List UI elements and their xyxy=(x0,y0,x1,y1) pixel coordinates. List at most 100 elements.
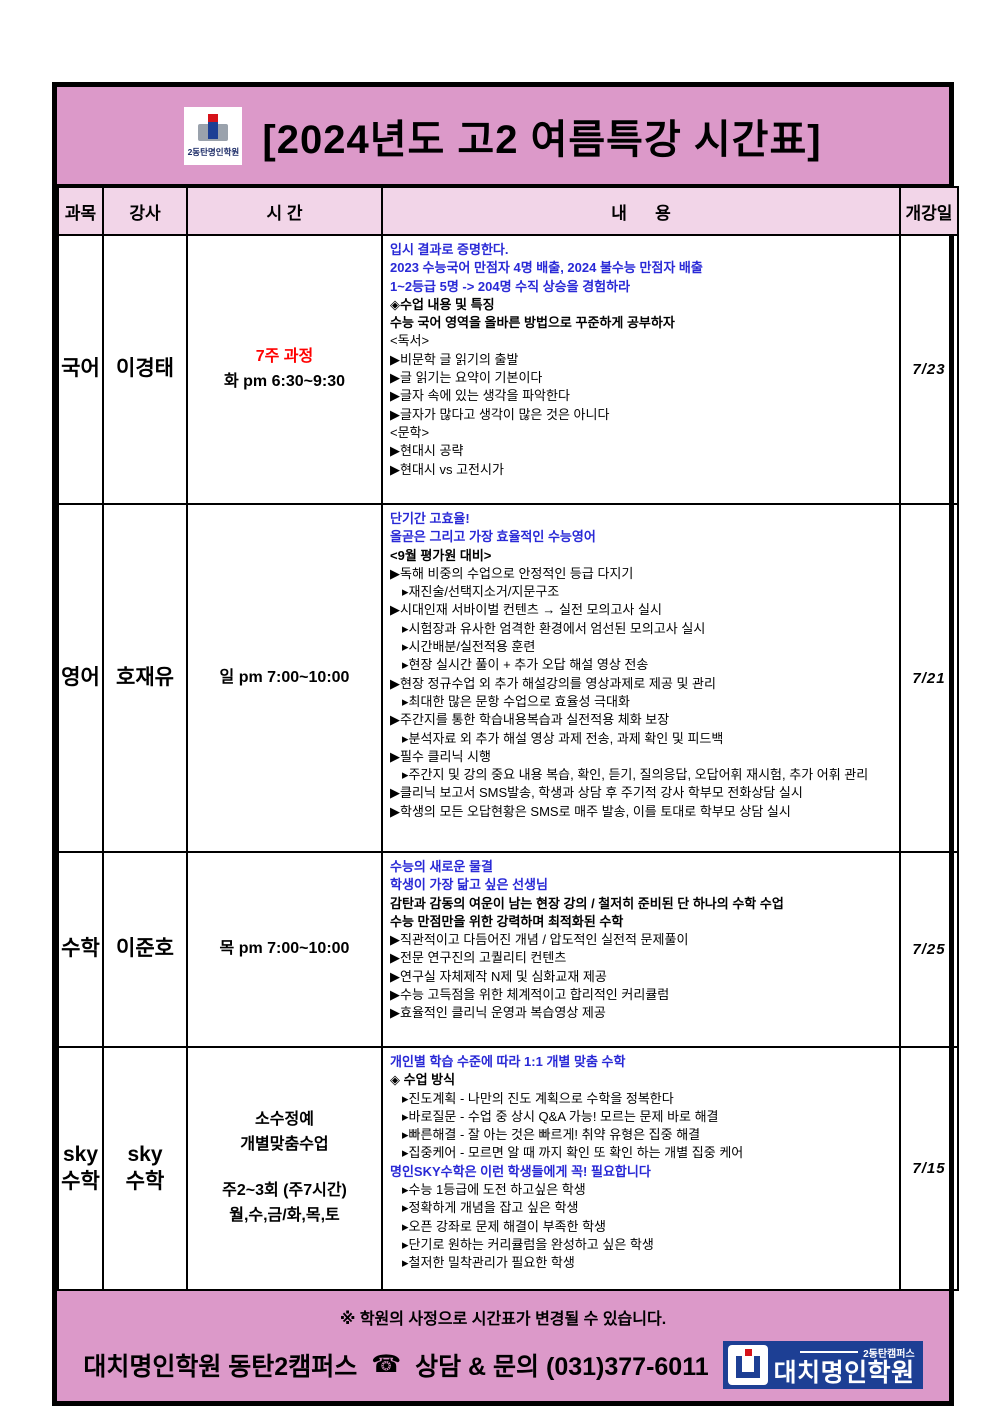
content-line: 2023 수능국어 만점자 4명 배출, 2024 불수능 만점자 배출 xyxy=(390,260,703,276)
content-line: ▶직관적이고 다듬어진 개념 / 압도적인 실전적 문제풀이 xyxy=(390,932,689,948)
content-line: 감탄과 감동의 여운이 남는 현장 강의 / 철저히 준비된 단 하나의 수학 … xyxy=(390,895,784,911)
content-line: 수능 만점만을 위한 강력하며 최적화된 수학 xyxy=(390,913,624,929)
timetable-sheet: 2동탄명인학원 [2024년도 고2 여름특강 시간표] 과목 강사 시 간 내… xyxy=(52,82,959,1406)
content-line: ▶글자 속에 있는 생각을 파악한다 xyxy=(390,388,570,404)
column-header-startdate: 개강일 xyxy=(899,186,959,236)
academy-logo: 2동탄명인학원 xyxy=(184,106,243,165)
content-line: 단기간 고효율! xyxy=(390,511,470,526)
content-line: ▸최대한 많은 문항 수업으로 효율성 극대화 xyxy=(402,693,630,709)
content-line: ▸빠른해결 - 잘 아는 것은 빠르게! 취약 유형은 집중 해결 xyxy=(402,1127,701,1143)
footer-band: ※ 학원의 사정으로 시간표가 변경될 수 있습니다. 대치명인학원 동탄2캠퍼… xyxy=(57,1291,949,1401)
content-line: ▸시험장과 유사한 엄격한 환경에서 엄선된 모의고사 실시 xyxy=(402,620,706,636)
content-line: ▶현대시 공략 xyxy=(390,443,464,459)
table-row: sky 수학 sky 수학 소수정예 개별맞춤수업 주2~3회 (주7시간) 월,수,금/… xyxy=(57,1046,959,1291)
content-line: 입시 결과로 증명한다. xyxy=(390,242,509,257)
content-line: ▶효율적인 클리닉 운영과 복습영상 제공 xyxy=(390,1005,606,1021)
content-line: ◈수업 내용 및 특징 xyxy=(390,296,495,312)
subject-cell: 영어 xyxy=(57,503,104,853)
content-line: ▶필수 클리닉 시행 xyxy=(390,748,491,764)
content-line: ▶독해 비중의 수업으로 안정적인 등급 다지기 xyxy=(390,565,634,581)
content-line: 올곧은 그리고 가장 효율적인 수능영어 xyxy=(390,529,596,545)
subject-cell: sky 수학 xyxy=(57,1046,104,1291)
time-line: 일 pm 7:00~10:00 xyxy=(219,668,350,686)
content-line: ▶클리닉 보고서 SMS발송, 학생과 상담 후 주기적 강사 학부모 전화상담… xyxy=(390,785,803,801)
teacher-cell: 호재유 xyxy=(102,503,188,853)
content-line: ▶시대인재 서바이벌 컨텐츠 → 실전 모의고사 실시 xyxy=(390,602,662,618)
table-row: 국어 이경태 7주 과정 화 pm 6:30~9:30 입시 결과로 증명한다. 2023… xyxy=(57,234,959,505)
content-line: ▸오픈 강좌로 문제 해결이 부족한 학생 xyxy=(402,1218,606,1234)
footer-notice: ※ 학원의 사정으로 시간표가 변경될 수 있습니다. xyxy=(339,1311,667,1328)
subject-cell: 국어 xyxy=(57,234,104,505)
brand-campus: 2동탄캠퍼스 xyxy=(863,1348,915,1360)
contact-line: 대치명인학원 동탄2캠퍼스 ☎ 상담 & 문의 (031)377-6011 2동… xyxy=(67,1341,939,1389)
content-line: ▶연구실 자체제작 N제 및 심화교재 제공 xyxy=(390,968,607,984)
content-line: ◈ 수업 방식 xyxy=(390,1072,456,1088)
content-line: ▸바로질문 - 수업 중 상시 Q&A 가능! 모르는 문제 바로 해결 xyxy=(402,1108,719,1124)
subject-cell: 수학 xyxy=(57,851,104,1048)
content-line: ▶주간지를 통한 학습내용복습과 실전적용 체화 보장 xyxy=(390,712,670,728)
time-line: 소수정예 xyxy=(255,1111,314,1129)
column-header-subject: 과목 xyxy=(57,186,104,236)
content-cell: 입시 결과로 증명한다. 2023 수능국어 만점자 4명 배출, 2024 불수… xyxy=(381,234,901,505)
teacher-cell: sky 수학 xyxy=(102,1046,188,1291)
header-row: 과목 강사 시 간 내 용 개강일 xyxy=(57,186,959,236)
title-band: 2동탄명인학원 [2024년도 고2 여름특강 시간표] xyxy=(57,87,949,186)
content-line: ▶현장 정규수업 외 추가 해설강의를 영상과제로 제공 및 관리 xyxy=(390,675,716,691)
content-line: ▸분석자료 외 추가 해설 영상 과제 전송, 과제 확인 및 피드백 xyxy=(402,730,724,746)
brand-logo-icon xyxy=(727,1345,768,1385)
start-date-cell: 7/15 xyxy=(899,1046,959,1291)
timetable-body: 국어 이경태 7주 과정 화 pm 6:30~9:30 입시 결과로 증명한다. 2023… xyxy=(57,234,959,1291)
academy-logo-label: 2동탄명인학원 xyxy=(187,146,240,157)
content-line: 개인별 학습 수준에 따라 1:1 개별 맞춤 수학 xyxy=(390,1054,626,1069)
time-cell: 일 pm 7:00~10:00 xyxy=(186,503,383,853)
start-date-cell: 7/25 xyxy=(899,851,959,1048)
brand-logo: 2동탄캠퍼스 대치명인학원 xyxy=(722,1341,923,1389)
content-line: ▸단기로 원하는 커리큘럼을 완성하고 싶은 학생 xyxy=(402,1236,654,1252)
time-line: 7주 과정 xyxy=(255,347,314,365)
time-line: 화 pm 6:30~9:30 xyxy=(223,372,345,390)
content-line: ▶학생의 모든 오답현황은 SMS로 매주 발송, 이를 토대로 학부모 상담 … xyxy=(390,803,791,819)
content-line: 수능 국어 영역을 올바른 방법으로 꾸준하게 공부하자 xyxy=(390,315,675,331)
content-line: ▸집중케어 - 모르면 알 때 까지 확인 또 확인 하는 개별 집중 케어 xyxy=(402,1145,744,1161)
content-line: ▶비문학 글 읽기의 출발 xyxy=(390,351,519,367)
content-line: ▶전문 연구진의 고퀄리티 컨텐츠 xyxy=(390,950,567,966)
page-title: [2024년도 고2 여름특강 시간표] xyxy=(262,117,822,162)
timetable: 과목 강사 시 간 내 용 개강일 국어 이경태 7주 과정 화 pm 6:30~9:… xyxy=(57,186,959,1291)
content-line: 수능의 새로운 물결 xyxy=(390,859,493,874)
teacher-cell: 이경태 xyxy=(102,234,188,505)
contact-phone-number: 상담 & 문의 (031)377-6011 xyxy=(415,1353,709,1381)
time-line xyxy=(189,1158,380,1180)
content-cell: 개인별 학습 수준에 따라 1:1 개별 맞춤 수학 ◈ 수업 방식 ▸진도계획 -… xyxy=(381,1046,901,1291)
content-line: ▸진도계획 - 나만의 진도 계획으로 수학을 정복한다 xyxy=(402,1090,674,1106)
academy-logo-icon xyxy=(198,113,229,144)
time-line: 개별맞춤수업 xyxy=(240,1135,329,1153)
content-line: ▸철저한 밀착관리가 필요한 학생 xyxy=(402,1255,575,1271)
content-line: ▸재진술/선택지소거/지문구조 xyxy=(402,584,560,600)
column-header-time: 시 간 xyxy=(186,186,383,236)
content-line: ▶현대시 vs 고전시가 xyxy=(390,461,504,477)
content-line: ▸현장 실시간 풀이 + 추가 오답 해설 영상 전송 xyxy=(402,657,649,673)
teacher-cell: 이준호 xyxy=(102,851,188,1048)
content-line: ▶글자가 많다고 생각이 많은 것은 아니다 xyxy=(390,406,610,422)
content-line: <독서> xyxy=(390,333,430,349)
table-row: 영어 호재유 일 pm 7:00~10:00 단기간 고효율! 올곧은 그리고 가장 효… xyxy=(57,503,959,853)
content-line: 학생이 가장 닮고 싶은 선생님 xyxy=(390,877,548,893)
content-cell: 단기간 고효율! 올곧은 그리고 가장 효율적인 수능영어 <9월 평가원 대비> ▶… xyxy=(381,503,901,853)
content-line: ▸정확하게 개념을 잡고 싶은 학생 xyxy=(402,1200,579,1216)
content-line: ▶수능 고득점을 위한 체계적이고 합리적인 커리큘럼 xyxy=(390,987,670,1003)
content-line: <문학> xyxy=(390,424,430,440)
content-line: <9월 평가원 대비> xyxy=(390,547,492,563)
time-line: 주2~3회 (주7시간) xyxy=(222,1182,347,1200)
time-line: 목 pm 7:00~10:00 xyxy=(219,940,350,958)
time-cell: 목 pm 7:00~10:00 xyxy=(186,851,383,1048)
time-cell: 소수정예 개별맞춤수업 주2~3회 (주7시간) 월,수,금/화,목,토 xyxy=(186,1046,383,1291)
start-date-cell: 7/23 xyxy=(899,234,959,505)
column-header-teacher: 강사 xyxy=(102,186,188,236)
brand-name: 대치명인학원 xyxy=(773,1358,915,1387)
content-line: ▶글 읽기는 요약이 기본이다 xyxy=(390,370,543,386)
content-line: ▸주간지 및 강의 중요 내용 복습, 확인, 듣기, 질의응답, 오답어휘 재… xyxy=(402,767,869,783)
content-line: ▸수능 1등급에 도전 하고싶은 학생 xyxy=(402,1182,586,1198)
